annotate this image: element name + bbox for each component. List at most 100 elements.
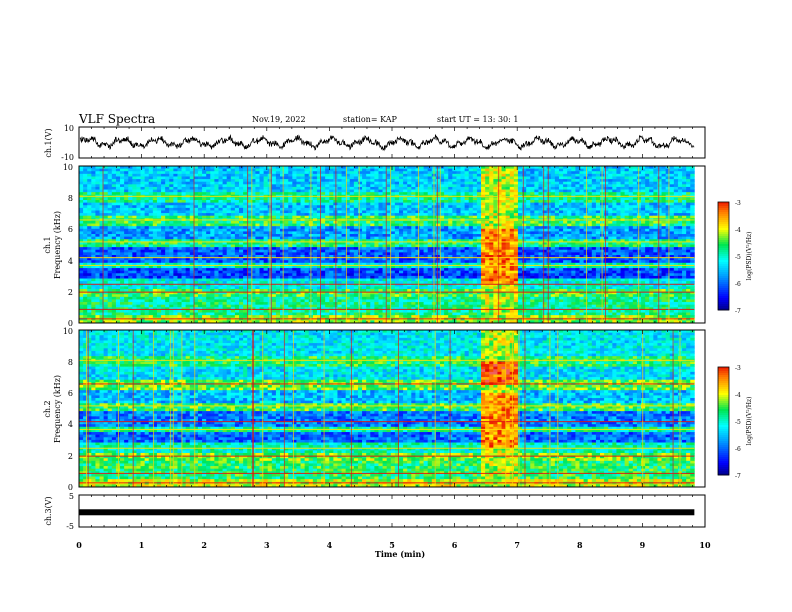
spectrogram-cell	[91, 192, 96, 196]
spectrogram-cell	[124, 241, 129, 245]
spectrogram-cell	[107, 234, 113, 237]
spectrogram-cell	[546, 213, 552, 217]
spectrogram-cell	[649, 179, 654, 183]
spectrogram-cell	[312, 202, 318, 206]
spectrogram-cell	[189, 241, 195, 245]
spectrogram-cell	[583, 244, 589, 248]
spectrogram-cell	[398, 189, 404, 193]
spectrogram-cell	[567, 220, 572, 224]
spectrogram-cell	[620, 215, 625, 219]
spectrogram-cell	[423, 215, 429, 219]
spectrogram-cell	[620, 173, 625, 177]
spectrogram-cell	[501, 202, 506, 206]
spectrogram-cell	[218, 186, 223, 190]
spectrogram-cell	[95, 236, 100, 240]
spectrogram-cell	[144, 207, 150, 211]
spectrogram-cell	[649, 171, 654, 175]
spectrogram-cell	[595, 166, 601, 169]
spectrogram-cell	[472, 239, 478, 243]
spectrogram-cell	[337, 192, 342, 196]
spectrogram-cell	[210, 171, 215, 175]
spectrogram-cell	[641, 213, 646, 217]
spectrogram-cell	[144, 197, 150, 201]
spectrogram-cell	[444, 207, 449, 211]
spectrogram-cell	[550, 200, 556, 203]
spectrogram-cell	[234, 207, 240, 211]
spectrogram-cell	[374, 207, 379, 211]
spectrogram-cell	[665, 226, 671, 230]
spectrogram-cell	[497, 231, 502, 235]
spectrogram-cell	[349, 226, 355, 230]
spectrogram-cell	[337, 236, 342, 240]
spectrogram-cell	[357, 210, 363, 214]
spectrogram-cell	[103, 181, 109, 185]
spectrogram-cell	[444, 241, 449, 245]
spectrogram-cell	[128, 239, 133, 243]
spectrogram-cell	[156, 189, 162, 193]
spectrogram-cell	[177, 228, 182, 232]
spectrogram-cell	[148, 179, 154, 183]
spectrogram-cell	[259, 241, 264, 245]
spectrogram-cell	[189, 176, 195, 180]
spectrogram-cell	[682, 241, 687, 245]
spectrogram-cell	[296, 239, 301, 243]
spectrogram-cell	[632, 207, 638, 211]
spectrogram-cell	[103, 249, 109, 253]
spectrogram-cell	[497, 205, 502, 209]
spectrogram-cell	[247, 205, 252, 209]
spectrogram-cell	[120, 179, 125, 183]
spectrogram-cell	[177, 249, 182, 253]
spectrogram-cell	[251, 213, 256, 217]
spectrogram-cell	[255, 181, 260, 185]
spectrogram-cell	[144, 241, 150, 245]
spectrogram-cell	[177, 234, 182, 237]
spectrogram-cell	[300, 205, 305, 209]
spectrogram-cell	[464, 200, 470, 203]
spectrogram-cell	[288, 179, 293, 183]
spectrogram-cell	[530, 234, 535, 237]
spectrogram-cell	[522, 200, 527, 203]
spectrogram-cell	[226, 192, 232, 196]
spectrogram-cell	[128, 226, 133, 230]
spectrogram-cell	[550, 202, 556, 206]
spectrogram-cell	[321, 173, 326, 177]
spectrogram-cell	[214, 226, 219, 230]
spectrogram-cell	[665, 210, 671, 214]
spectrogram-cell	[386, 210, 392, 214]
spectrogram-cell	[120, 181, 125, 185]
spectrogram-cell	[353, 192, 359, 196]
spectrogram-cell	[456, 228, 461, 232]
spectrogram-cell	[509, 207, 515, 211]
spectrogram-cell	[558, 215, 564, 219]
spectrogram-cell	[542, 234, 548, 237]
spectrogram-cell	[251, 171, 256, 175]
spectrogram-cell	[579, 239, 584, 243]
spectrogram-cell	[460, 181, 465, 185]
spectrogram-cell	[181, 236, 187, 240]
spectrogram-cell	[386, 197, 392, 201]
spectrogram-cell	[263, 210, 269, 214]
spectrogram-cell	[357, 231, 363, 235]
spectrogram-cell	[386, 236, 392, 240]
spectrogram-cell	[296, 202, 301, 206]
spectrogram-cell	[325, 200, 330, 203]
spectrogram-cell	[583, 231, 589, 235]
spectrogram-cell	[263, 236, 269, 240]
spectrogram-cell	[275, 215, 281, 219]
spectrogram-cell	[427, 173, 433, 177]
spectrogram-cell	[156, 244, 162, 248]
spectrogram-cell	[115, 207, 121, 211]
spectrogram-cell	[202, 189, 207, 193]
spectrogram-cell	[415, 166, 420, 169]
spectrogram-cell	[197, 215, 203, 219]
spectrogram-cell	[152, 197, 158, 201]
spectrogram-cell	[550, 226, 556, 230]
spectrogram-cell	[460, 220, 465, 224]
spectrogram-cell	[558, 207, 564, 211]
spectrogram-cell	[357, 223, 363, 227]
spectrogram-cell	[509, 226, 515, 230]
spectrogram-cell	[189, 226, 195, 230]
spectrogram-cell	[357, 239, 363, 243]
spectrogram-cell	[99, 166, 104, 169]
spectrogram-cell	[83, 186, 88, 190]
